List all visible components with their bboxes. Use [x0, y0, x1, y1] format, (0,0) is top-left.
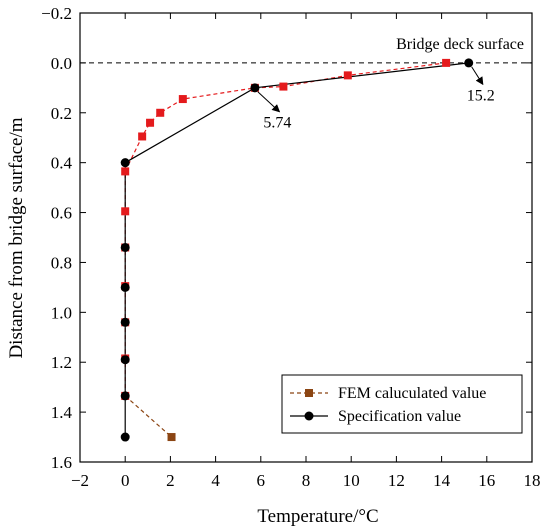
fem-point: [121, 167, 130, 176]
annotation-arrow: [257, 91, 281, 113]
spec-point: [120, 282, 130, 292]
legend-box: [281, 374, 523, 434]
x-tick-label: 2: [166, 471, 175, 490]
spec-point: [464, 58, 474, 68]
annotation-arrow: [471, 66, 484, 86]
y-tick-label: 0.2: [51, 104, 72, 123]
x-tick-label: 14: [433, 471, 451, 490]
fem-point: [343, 71, 352, 80]
y-axis-label: Distance from bridge surface/m: [6, 117, 27, 358]
x-tick-label: 16: [478, 471, 495, 490]
spec-point: [120, 158, 130, 168]
x-tick-label: 12: [388, 471, 405, 490]
x-tick-label: 0: [121, 471, 130, 490]
tick-layer: −2 0 2 4 6 8 10 12 14 16 18 −0.2 0.0 0.2 0.4 0.6 0.8 1.0 1…: [41, 4, 540, 490]
y-tick-label: 0.4: [51, 154, 73, 173]
legend: FEM caluculated value Specification value: [281, 374, 523, 434]
annotation-layer: 15.2 5.74: [257, 66, 495, 132]
legend-spec-marker: [304, 411, 314, 421]
y-tick-label: 0.8: [51, 253, 72, 272]
spec-point: [120, 317, 130, 327]
x-tick-label: 4: [211, 471, 220, 490]
legend-fem-marker: [305, 389, 313, 397]
legend-spec-label: Specification value: [338, 408, 461, 425]
y-tick-label: −0.2: [41, 4, 72, 23]
legend-fem-label: FEM caluculated value: [338, 385, 486, 402]
x-tick-label: 8: [302, 471, 311, 490]
spec-point: [250, 83, 260, 93]
spec-point: [120, 355, 130, 365]
x-tick-label: −2: [71, 471, 89, 490]
y-tick-label: 1.4: [51, 403, 73, 422]
annotation-label: 5.74: [263, 115, 291, 132]
fem-series-line: [124, 62, 447, 396]
fem-tail-line: [124, 395, 172, 438]
fem-point: [121, 207, 130, 216]
fem-point: [138, 132, 147, 141]
fem-point: [146, 118, 155, 127]
bridge-deck-surface-label: Bridge deck surface: [396, 36, 524, 53]
x-axis-label: Temperature/°C: [257, 506, 378, 527]
spec-point: [120, 432, 130, 442]
spec-point: [120, 391, 130, 401]
x-tick-label: 18: [524, 471, 541, 490]
fem-point: [442, 58, 451, 67]
fem-point: [156, 108, 165, 117]
spec-point: [120, 242, 130, 252]
x-tick-label: 6: [257, 471, 266, 490]
y-tick-label: 0.0: [51, 54, 72, 73]
y-tick-label: 0.6: [51, 204, 72, 223]
y-tick-label: 1.0: [51, 303, 72, 322]
annotation-label: 15.2: [467, 87, 495, 104]
fem-tail-point: [167, 433, 176, 442]
fem-point: [279, 82, 288, 91]
y-tick-label: 1.6: [51, 453, 72, 472]
reference-line-layer: Bridge deck surface: [80, 36, 532, 64]
series-layer: [120, 58, 474, 442]
x-tick-label: 10: [343, 471, 360, 490]
fem-point: [178, 95, 187, 104]
y-tick-label: 1.2: [51, 353, 72, 372]
